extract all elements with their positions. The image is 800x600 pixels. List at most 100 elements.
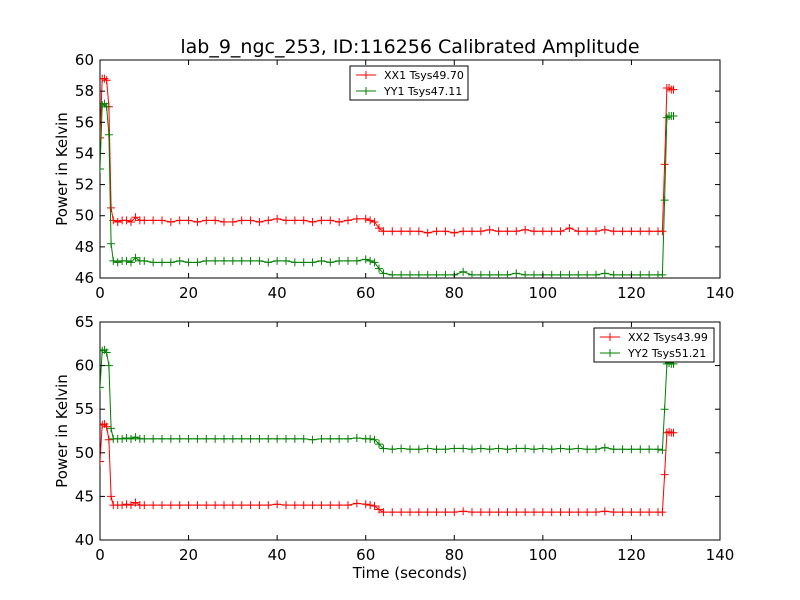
data-point-marker	[299, 434, 308, 443]
data-point-marker	[414, 227, 423, 236]
data-point-marker	[102, 102, 111, 111]
data-point-marker	[344, 501, 352, 510]
data-point-marker	[100, 133, 104, 142]
data-point-marker	[255, 217, 264, 226]
data-point-marker	[636, 508, 645, 517]
data-point-marker	[308, 435, 317, 444]
data-point-marker	[583, 508, 592, 517]
data-point-marker	[660, 160, 669, 169]
data-point-marker	[255, 501, 264, 510]
data-point-marker	[326, 501, 335, 510]
y-axis-label: Power in Kelvin	[53, 112, 71, 226]
x-tick-label: 0	[95, 284, 105, 302]
data-point-marker	[556, 508, 565, 517]
data-point-marker	[366, 434, 375, 443]
data-point-marker	[423, 270, 432, 278]
data-point-marker	[246, 256, 255, 265]
data-point-marker	[290, 216, 299, 225]
data-point-marker	[202, 216, 211, 225]
data-point-marker	[308, 501, 317, 510]
data-point-marker	[317, 216, 326, 225]
data-point-marker	[370, 435, 379, 444]
data-point-marker	[538, 227, 547, 236]
data-point-marker	[521, 508, 530, 517]
data-point-marker	[211, 434, 220, 443]
data-point-marker	[158, 501, 166, 510]
data-point-marker	[397, 227, 406, 236]
data-point-marker	[107, 492, 116, 501]
data-point-marker	[521, 270, 530, 278]
data-point-marker	[565, 270, 574, 278]
data-point-marker	[228, 217, 237, 226]
data-point-marker	[149, 434, 158, 443]
data-point-marker	[388, 508, 397, 517]
data-point-marker	[220, 217, 228, 226]
data-point-marker	[140, 501, 149, 510]
data-point-marker	[308, 217, 317, 226]
data-point-marker	[290, 258, 299, 267]
data-point-marker	[538, 444, 547, 453]
data-point-marker	[193, 501, 202, 510]
data-point-marker	[370, 258, 379, 267]
data-point-marker	[122, 433, 131, 442]
data-point-marker	[459, 444, 468, 453]
data-point-marker	[388, 227, 397, 236]
data-point-marker	[503, 270, 512, 278]
chart-title: lab_9_ngc_253, ID:116256 Calibrated Ampl…	[180, 36, 639, 58]
data-point-marker	[184, 434, 193, 443]
data-point-marker	[104, 435, 113, 444]
data-point-marker	[202, 434, 211, 443]
data-point-marker	[344, 216, 352, 225]
data-point-marker	[220, 434, 228, 443]
legend-swatch-marker	[362, 87, 370, 95]
data-point-marker	[149, 216, 158, 225]
data-point-marker	[335, 501, 344, 510]
data-point-marker	[166, 501, 175, 510]
data-point-marker	[556, 444, 565, 453]
data-point-marker	[184, 501, 193, 510]
data-point-marker	[140, 216, 149, 225]
data-point-marker	[660, 196, 669, 205]
data-point-marker	[220, 256, 228, 265]
data-point-marker	[211, 501, 220, 510]
data-point-marker	[122, 216, 131, 225]
data-point-marker	[432, 270, 441, 278]
data-point-marker	[658, 446, 667, 455]
data-point-marker	[600, 225, 609, 234]
x-tick-label: 100	[529, 284, 558, 302]
data-point-marker	[375, 224, 383, 233]
data-point-marker	[127, 258, 135, 267]
data-point-marker	[102, 348, 111, 357]
x-tick-label: 40	[268, 546, 287, 564]
data-point-marker	[600, 443, 609, 452]
data-point-marker	[476, 227, 485, 236]
data-point-marker	[669, 112, 678, 121]
data-point-marker	[193, 217, 202, 226]
data-point-marker	[352, 433, 361, 442]
data-point-marker	[583, 270, 592, 278]
data-point-marker	[122, 256, 131, 265]
data-point-marker	[228, 434, 237, 443]
data-point-marker	[158, 434, 166, 443]
data-point-marker	[104, 361, 113, 370]
data-point-marker	[547, 227, 556, 236]
y-tick-label: 60	[75, 357, 94, 375]
data-point-marker	[290, 501, 299, 510]
x-tick-label: 120	[617, 546, 646, 564]
data-point-marker	[512, 444, 521, 453]
y-tick-label: 40	[75, 531, 94, 549]
data-point-marker	[485, 270, 494, 278]
y-tick-label: 65	[75, 313, 94, 331]
legend-entry-label: YY1 Tsys47.11	[383, 85, 462, 98]
data-point-marker	[609, 508, 618, 517]
data-point-marker	[282, 216, 290, 225]
data-point-marker	[476, 508, 485, 517]
data-point-marker	[485, 445, 494, 454]
data-point-marker	[131, 498, 140, 507]
data-point-marker	[503, 227, 512, 236]
data-point-marker	[423, 228, 432, 237]
data-point-marker	[379, 227, 388, 236]
data-point-marker	[361, 214, 370, 223]
x-tick-label: 60	[356, 546, 375, 564]
